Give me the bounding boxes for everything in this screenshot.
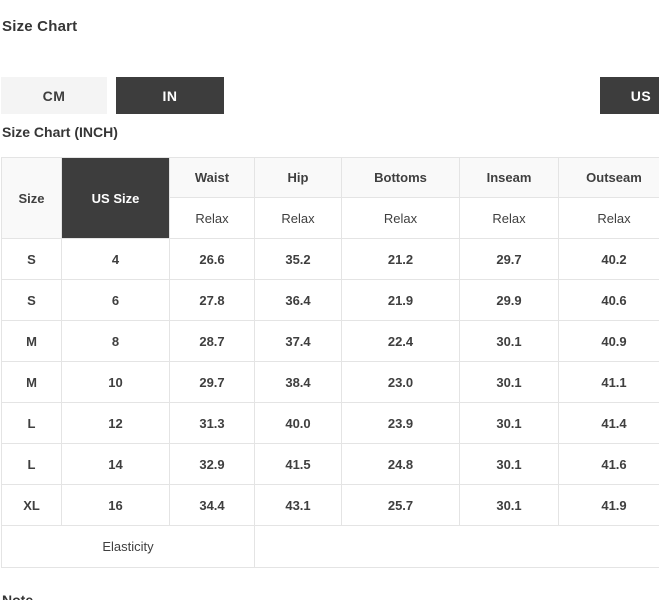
cell-size: XL [1, 484, 62, 526]
cell-hip: 43.1 [254, 484, 342, 526]
unit-in-button[interactable]: IN [116, 77, 224, 114]
header-row-measures: Size US Size Waist Hip Bottoms Inseam Ou… [1, 157, 659, 239]
cell-waist: 32.9 [169, 443, 255, 485]
cell-size: L [1, 443, 62, 485]
cell-size: S [1, 238, 62, 280]
fit-cell-outseam: Relax [558, 197, 659, 239]
fit-cell-waist: Relax [169, 197, 255, 239]
col-header-hip: Hip [254, 157, 342, 198]
cell-outseam: 41.9 [558, 484, 659, 526]
elasticity-label-cell: Elasticity [1, 525, 255, 568]
cell-bottoms: 21.2 [341, 238, 460, 280]
table-row: S 6 27.8 36.4 21.9 29.9 40.6 [1, 279, 659, 321]
note-label: Note [2, 592, 34, 600]
col-header-us-size: US Size [61, 157, 170, 239]
cell-hip: 41.5 [254, 443, 342, 485]
page-title: Size Chart [2, 18, 78, 35]
cell-bottoms: 22.4 [341, 320, 460, 362]
col-header-waist: Waist [169, 157, 255, 198]
cell-hip: 40.0 [254, 402, 342, 444]
cell-waist: 28.7 [169, 320, 255, 362]
cell-hip: 35.2 [254, 238, 342, 280]
cell-waist: 26.6 [169, 238, 255, 280]
region-us-button[interactable]: US [600, 77, 659, 114]
cell-hip: 38.4 [254, 361, 342, 403]
cell-inseam: 29.7 [459, 238, 559, 280]
cell-outseam: 40.2 [558, 238, 659, 280]
cell-waist: 29.7 [169, 361, 255, 403]
table-caption: Size Chart (INCH) [2, 124, 118, 140]
fit-cell-inseam: Relax [459, 197, 559, 239]
cell-us-size: 6 [61, 279, 170, 321]
cell-inseam: 30.1 [459, 361, 559, 403]
col-header-outseam: Outseam [558, 157, 659, 198]
cell-size: S [1, 279, 62, 321]
cell-bottoms: 23.9 [341, 402, 460, 444]
cell-us-size: 14 [61, 443, 170, 485]
table-row: M 8 28.7 37.4 22.4 30.1 40.9 [1, 320, 659, 362]
cell-us-size: 4 [61, 238, 170, 280]
cell-us-size: 8 [61, 320, 170, 362]
cell-us-size: 16 [61, 484, 170, 526]
cell-hip: 37.4 [254, 320, 342, 362]
cell-inseam: 30.1 [459, 443, 559, 485]
cell-us-size: 10 [61, 361, 170, 403]
cell-bottoms: 21.9 [341, 279, 460, 321]
cell-outseam: 41.1 [558, 361, 659, 403]
cell-size: M [1, 320, 62, 362]
col-header-size: Size [1, 157, 62, 239]
elasticity-value-cell [254, 525, 659, 568]
cell-waist: 27.8 [169, 279, 255, 321]
elasticity-row: Elasticity [1, 525, 659, 568]
cell-inseam: 29.9 [459, 279, 559, 321]
cell-bottoms: 23.0 [341, 361, 460, 403]
table-row: L 14 32.9 41.5 24.8 30.1 41.6 [1, 443, 659, 485]
cell-us-size: 12 [61, 402, 170, 444]
cell-bottoms: 24.8 [341, 443, 460, 485]
table-row: L 12 31.3 40.0 23.9 30.1 41.4 [1, 402, 659, 444]
table-row: S 4 26.6 35.2 21.2 29.7 40.2 [1, 238, 659, 280]
fit-cell-hip: Relax [254, 197, 342, 239]
cell-inseam: 30.1 [459, 402, 559, 444]
cell-hip: 36.4 [254, 279, 342, 321]
cell-outseam: 41.6 [558, 443, 659, 485]
table-row: XL 16 34.4 43.1 25.7 30.1 41.9 [1, 484, 659, 526]
cell-waist: 31.3 [169, 402, 255, 444]
cell-size: M [1, 361, 62, 403]
col-header-bottoms: Bottoms [341, 157, 460, 198]
table-row: M 10 29.7 38.4 23.0 30.1 41.1 [1, 361, 659, 403]
cell-inseam: 30.1 [459, 484, 559, 526]
unit-cm-button[interactable]: CM [1, 77, 107, 114]
cell-outseam: 40.6 [558, 279, 659, 321]
fit-cell-bottoms: Relax [341, 197, 460, 239]
cell-size: L [1, 402, 62, 444]
size-chart-table: Size US Size Waist Hip Bottoms Inseam Ou… [1, 157, 659, 568]
cell-waist: 34.4 [169, 484, 255, 526]
cell-inseam: 30.1 [459, 320, 559, 362]
cell-outseam: 40.9 [558, 320, 659, 362]
cell-outseam: 41.4 [558, 402, 659, 444]
cell-bottoms: 25.7 [341, 484, 460, 526]
header-row-fit: Relax Relax Relax Relax Relax [2, 197, 659, 239]
col-header-inseam: Inseam [459, 157, 559, 198]
